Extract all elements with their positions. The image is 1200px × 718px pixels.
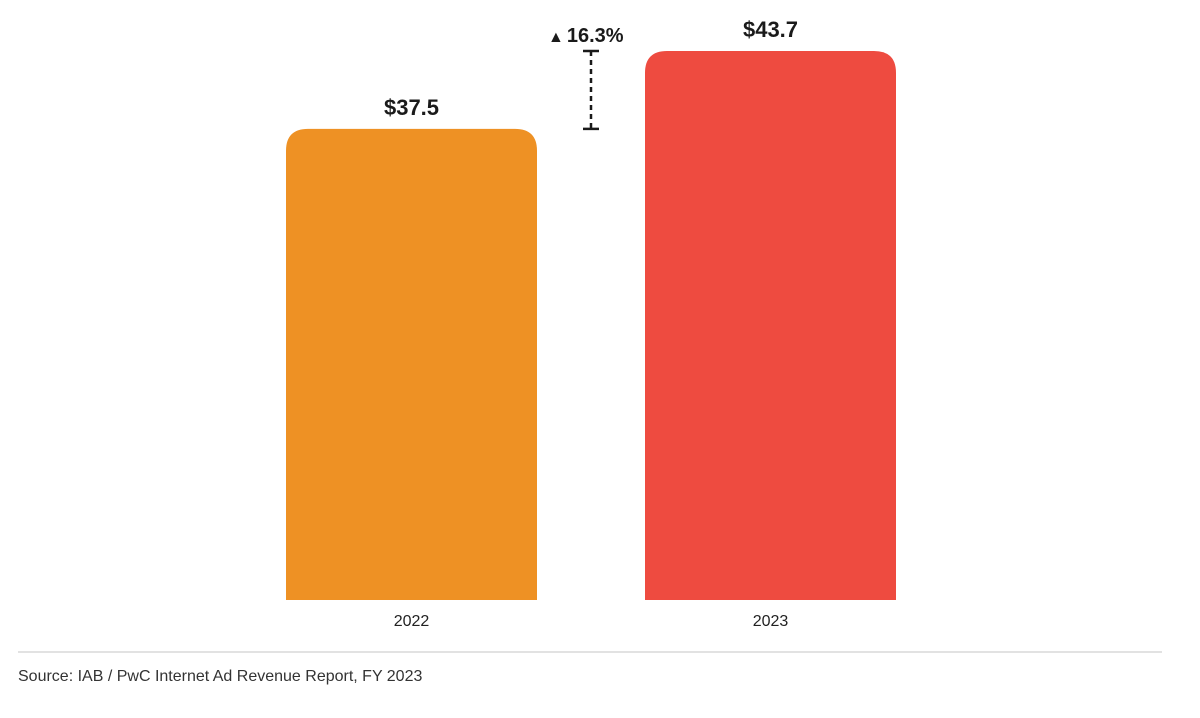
x-axis-tick-labels: 2022 2023	[394, 613, 789, 630]
change-percent-value: 16.3%	[567, 25, 624, 47]
change-percent-label: ▲ 16.3%	[548, 25, 624, 47]
x-tick-label-2023: 2023	[753, 613, 789, 630]
bar-2023	[645, 51, 896, 600]
value-label-2023: $43.7	[743, 17, 798, 42]
value-labels-group: $37.5 $43.7	[384, 17, 798, 120]
up-triangle-icon: ▲	[548, 29, 564, 46]
x-tick-label-2022: 2022	[394, 613, 430, 630]
bar-2022	[286, 128, 537, 600]
source-note: Source: IAB / PwC Internet Ad Revenue Re…	[18, 668, 423, 685]
bars-group	[286, 51, 896, 600]
footer-divider	[18, 651, 1162, 653]
value-label-2022: $37.5	[384, 95, 439, 120]
change-annotation: ▲ 16.3%	[548, 25, 624, 131]
